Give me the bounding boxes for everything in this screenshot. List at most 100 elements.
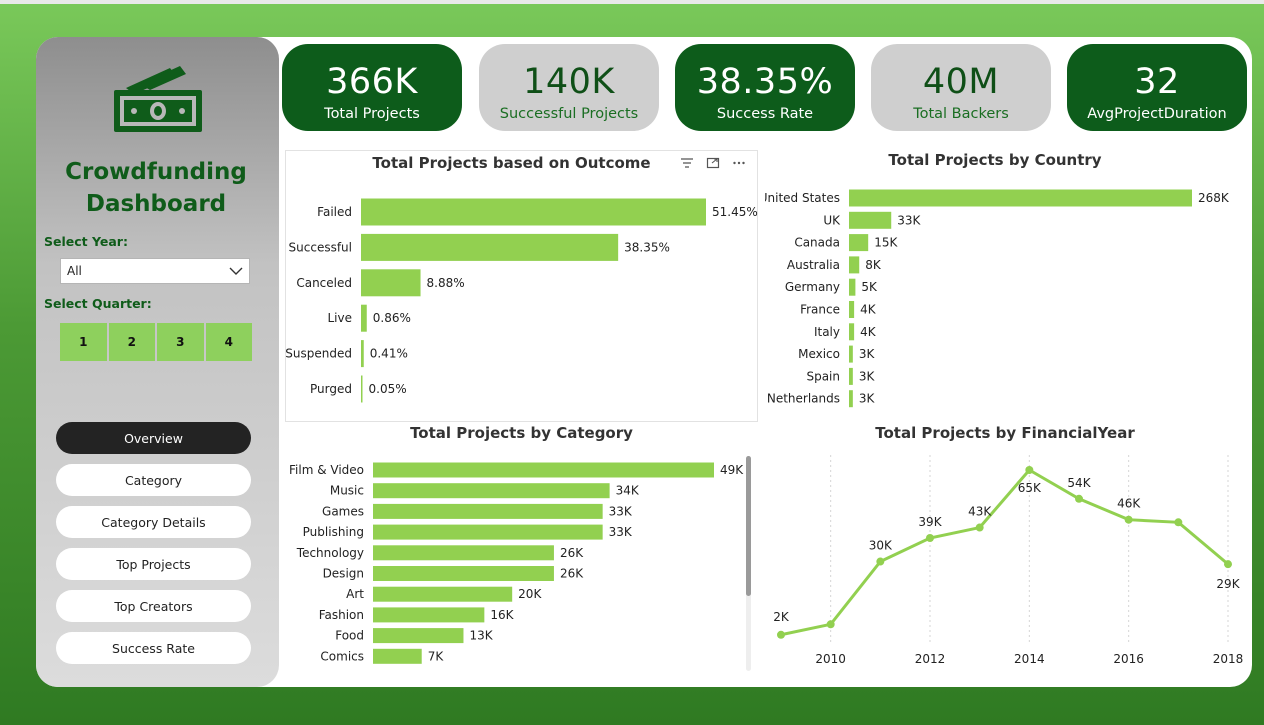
bar [361,233,619,261]
category-label: Art [346,587,364,601]
kpi-label: Total Projects [324,106,420,122]
data-label: 33K [609,504,633,518]
point-label: 54K [1067,476,1091,490]
bar [373,586,513,602]
x-tick-label: 2018 [1213,652,1244,666]
quarter-slicer-label: Select Quarter: [44,296,152,311]
year-dropdown-value: All [67,264,82,278]
kpi-value: 366K [326,62,418,102]
bar [373,566,554,581]
kpi-successful-projects: 140K Successful Projects [479,44,659,131]
category-label: UK [823,213,841,227]
nav-category-button[interactable]: Category [56,464,251,496]
kpi-label: Total Backers [913,106,1009,122]
nav-overview-button[interactable]: Overview [56,422,251,454]
data-point [1174,518,1183,527]
category-label: Canada [794,236,840,250]
bar [361,375,363,403]
data-label: 4K [860,325,877,339]
nav-success-rate-button[interactable]: Success Rate [56,632,251,664]
point-label: 46K [1117,497,1141,511]
category-label: Design [323,567,364,581]
bar [361,198,706,226]
kpi-value: 40M [922,62,1000,102]
category-label: Music [330,484,364,498]
category-label: Publishing [303,525,364,539]
kpi-label: Success Rate [716,106,814,122]
visual-header-icons [680,157,746,169]
year-dropdown[interactable]: All [60,258,250,284]
nav-top-creators-button[interactable]: Top Creators [56,590,251,622]
outcome-bar-chart: Failed 51.45% Successful 38.35% Canceled 8.88… [285,198,758,403]
bar [849,367,853,385]
outcome-chart-visual[interactable] [285,150,758,422]
data-label: 51.45% [712,205,758,219]
category-label: Canceled [296,276,352,290]
kpi-total-backers: 40M Total Backers [871,44,1051,131]
bar [373,483,610,499]
point-label: 65K [1018,481,1042,495]
dashboard-title: Crowdfunding Dashboard [36,156,276,220]
data-label: 8.88% [427,276,465,290]
quarter-button-4[interactable]: 4 [205,323,252,361]
bar [373,648,422,664]
data-point [1025,466,1034,474]
scrollbar-thumb[interactable] [746,456,751,596]
category-label: Fashion [319,608,364,622]
quarter-button-1[interactable]: 1 [60,323,107,361]
year-chart-title: Total Projects by FinancialYear [875,424,1135,442]
bar [373,462,714,478]
quarter-slicer: 1 2 3 4 [60,323,252,361]
data-label: 20K [518,587,542,601]
data-label: 7K [428,649,445,663]
data-point [826,620,835,629]
x-tick-label: 2012 [915,652,946,666]
bar [361,269,421,297]
year-slicer-label: Select Year: [44,234,128,249]
kpi-success-rate: 38.35% Success Rate [675,44,855,131]
data-label: 34K [616,484,640,498]
category-label: Games [322,504,364,518]
bar [373,503,603,519]
kpi-total-projects: 366K Total Projects [282,44,462,131]
data-label: 33K [897,213,921,227]
bar [361,340,364,368]
data-label: 49K [720,463,744,477]
category-label: Spain [806,369,840,383]
quarter-button-2[interactable]: 2 [108,323,155,361]
category-label: Comics [320,649,364,663]
data-label: 0.86% [373,311,411,325]
bar [849,278,856,296]
data-point [1224,560,1232,569]
bar [373,607,485,623]
bar [373,545,554,561]
filter-icon[interactable] [680,157,694,169]
x-tick-label: 2016 [1113,652,1144,666]
data-label: 4K [860,303,877,317]
bar [849,323,855,341]
category-label: France [800,303,840,317]
chevron-down-icon [229,267,243,275]
quarter-button-3[interactable]: 3 [157,323,204,361]
category-label: Film & Video [289,463,364,477]
more-options-icon[interactable] [732,157,746,169]
category-chart-scrollbar[interactable] [746,456,751,671]
bar [849,345,853,363]
data-point [975,523,984,532]
category-label: Germany [785,280,840,294]
data-point [1075,494,1083,503]
nav-top-projects-button[interactable]: Top Projects [56,548,251,580]
point-label: 39K [918,515,942,529]
data-label: 268K [1198,191,1230,205]
data-point [876,557,885,566]
data-label: 13K [469,629,493,643]
bar [373,628,464,644]
bar [849,390,853,408]
category-label: Suspended [285,347,352,361]
bar [849,211,892,229]
focus-mode-icon[interactable] [706,157,720,169]
data-label: 26K [560,546,584,560]
category-label: Australia [787,258,840,272]
nav-category-details-button[interactable]: Category Details [56,506,251,538]
x-tick-label: 2014 [1014,652,1045,666]
